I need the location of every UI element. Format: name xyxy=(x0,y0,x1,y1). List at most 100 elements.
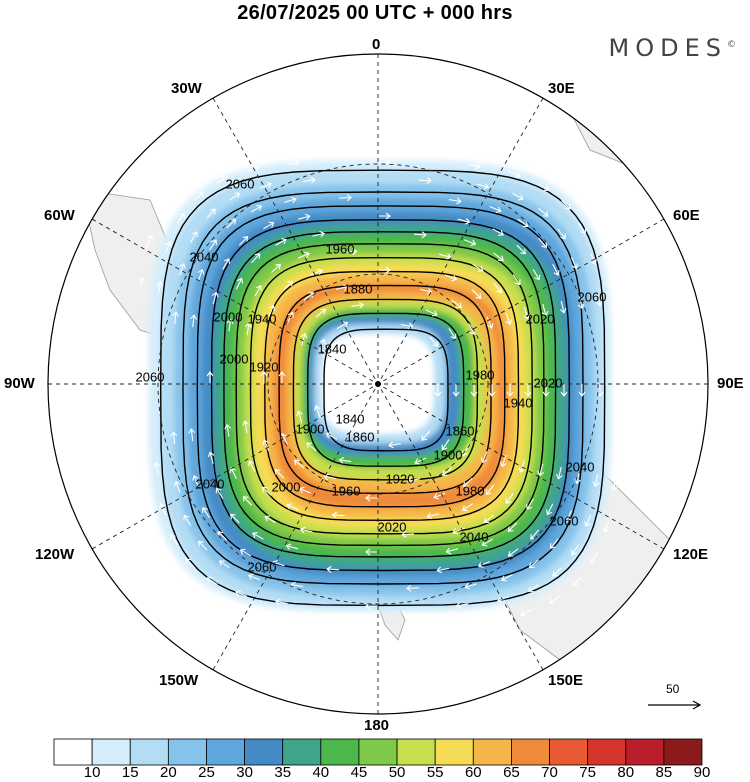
contour-line xyxy=(235,243,533,535)
contour-label: 2020 xyxy=(526,311,555,326)
wind-vector xyxy=(429,620,443,628)
wind-vector xyxy=(287,159,301,167)
wind-vector xyxy=(351,301,365,309)
wind-vector xyxy=(278,371,286,384)
wind-vector xyxy=(185,558,195,568)
contour-line xyxy=(264,270,506,508)
wind-vector xyxy=(523,307,531,320)
wind-vector xyxy=(261,486,272,496)
wind-vector xyxy=(589,252,597,266)
wind-vector xyxy=(226,218,237,229)
wind-vector xyxy=(211,291,219,305)
wind-vector xyxy=(135,465,143,479)
wind-vector xyxy=(300,332,308,346)
wind-vector xyxy=(299,526,313,534)
contour-line xyxy=(278,284,492,495)
wind-vector xyxy=(507,548,519,557)
contour-label: 1980 xyxy=(466,367,495,382)
wind-vector xyxy=(170,431,178,445)
wind-vector xyxy=(461,503,474,512)
wind-vector xyxy=(608,246,616,259)
wind-vector xyxy=(325,432,338,440)
wind-vector xyxy=(313,405,321,418)
wind-vector xyxy=(433,492,446,500)
wind-vector xyxy=(293,459,305,469)
wind-vector xyxy=(176,212,185,224)
wind-vector xyxy=(477,560,491,568)
wind-vector xyxy=(559,300,567,314)
contour-label: 2040 xyxy=(196,476,225,491)
contour-label: 1880 xyxy=(344,281,373,296)
wind-vector xyxy=(425,309,438,317)
wind-vector xyxy=(570,257,579,270)
wind-vector xyxy=(421,430,431,441)
colorbar-swatch xyxy=(320,738,360,766)
wind-vector xyxy=(229,467,237,480)
contour-label: 2060 xyxy=(248,559,277,574)
wind-vector xyxy=(298,486,312,494)
wind-vector xyxy=(315,308,326,318)
wind-vector xyxy=(577,296,585,309)
wind-vector xyxy=(378,266,391,274)
wind-vector xyxy=(471,289,482,299)
lon-label-30e: 30E xyxy=(548,80,575,97)
wind-vector xyxy=(190,314,198,328)
wind-vector xyxy=(245,322,252,336)
wind-vector xyxy=(156,281,164,294)
wind-vector xyxy=(188,428,196,441)
wind-vector xyxy=(441,467,453,476)
wind-vector xyxy=(235,277,244,290)
wind-vector xyxy=(283,280,293,291)
wind-vector xyxy=(297,213,311,221)
wind-vector xyxy=(531,157,544,165)
wind-vector xyxy=(285,543,299,551)
wind-vector xyxy=(310,268,323,276)
wind-vector xyxy=(284,196,297,204)
contour-label: 2020 xyxy=(534,375,563,390)
wind-vector xyxy=(444,274,458,282)
colorbar-level-label: 45 xyxy=(350,764,368,781)
wind-vector xyxy=(206,371,214,384)
wind-vector xyxy=(429,336,439,347)
wind-vector xyxy=(172,311,179,325)
wind-vector xyxy=(559,171,570,180)
lon-label-30w: 30W xyxy=(171,80,202,97)
wind-vector xyxy=(275,598,288,606)
wind-vector xyxy=(222,258,230,270)
wind-vector xyxy=(461,444,470,457)
contour-label: 2040 xyxy=(566,459,595,474)
contour-label: 1920 xyxy=(250,359,279,374)
contour-line xyxy=(159,169,606,607)
wind-vector xyxy=(419,287,433,295)
contour-label: 1900 xyxy=(434,447,463,462)
colorbar-level-label: 55 xyxy=(426,764,444,781)
wind-vector xyxy=(335,284,349,291)
wind-vector xyxy=(300,619,314,627)
colorbar-swatch xyxy=(396,738,436,766)
wind-vector xyxy=(296,410,303,424)
wind-vector xyxy=(537,463,545,477)
wind-vector xyxy=(192,474,199,488)
wind-vector xyxy=(312,230,326,238)
map-boundary xyxy=(47,53,709,715)
wind-vector xyxy=(406,584,420,592)
wind-vector xyxy=(560,384,568,397)
wind-vector xyxy=(251,253,261,264)
wind-vector xyxy=(512,274,521,286)
colorbar-level-label: 80 xyxy=(617,764,635,781)
colorbar-swatch xyxy=(587,738,627,766)
wind-vector xyxy=(555,466,563,480)
contour-label: 2040 xyxy=(460,529,489,544)
contour-line xyxy=(210,219,557,558)
wind-vector xyxy=(470,384,478,397)
lon-label-150e: 150E xyxy=(548,672,584,689)
wind-vector xyxy=(532,269,541,281)
wind-vector xyxy=(434,384,442,397)
wind-vector xyxy=(202,507,210,519)
wind-vector xyxy=(271,263,281,273)
wind-vector xyxy=(500,454,507,468)
wind-vector xyxy=(146,234,154,248)
colorbar-swatch xyxy=(663,738,703,766)
lon-label-180: 180 xyxy=(364,717,390,734)
